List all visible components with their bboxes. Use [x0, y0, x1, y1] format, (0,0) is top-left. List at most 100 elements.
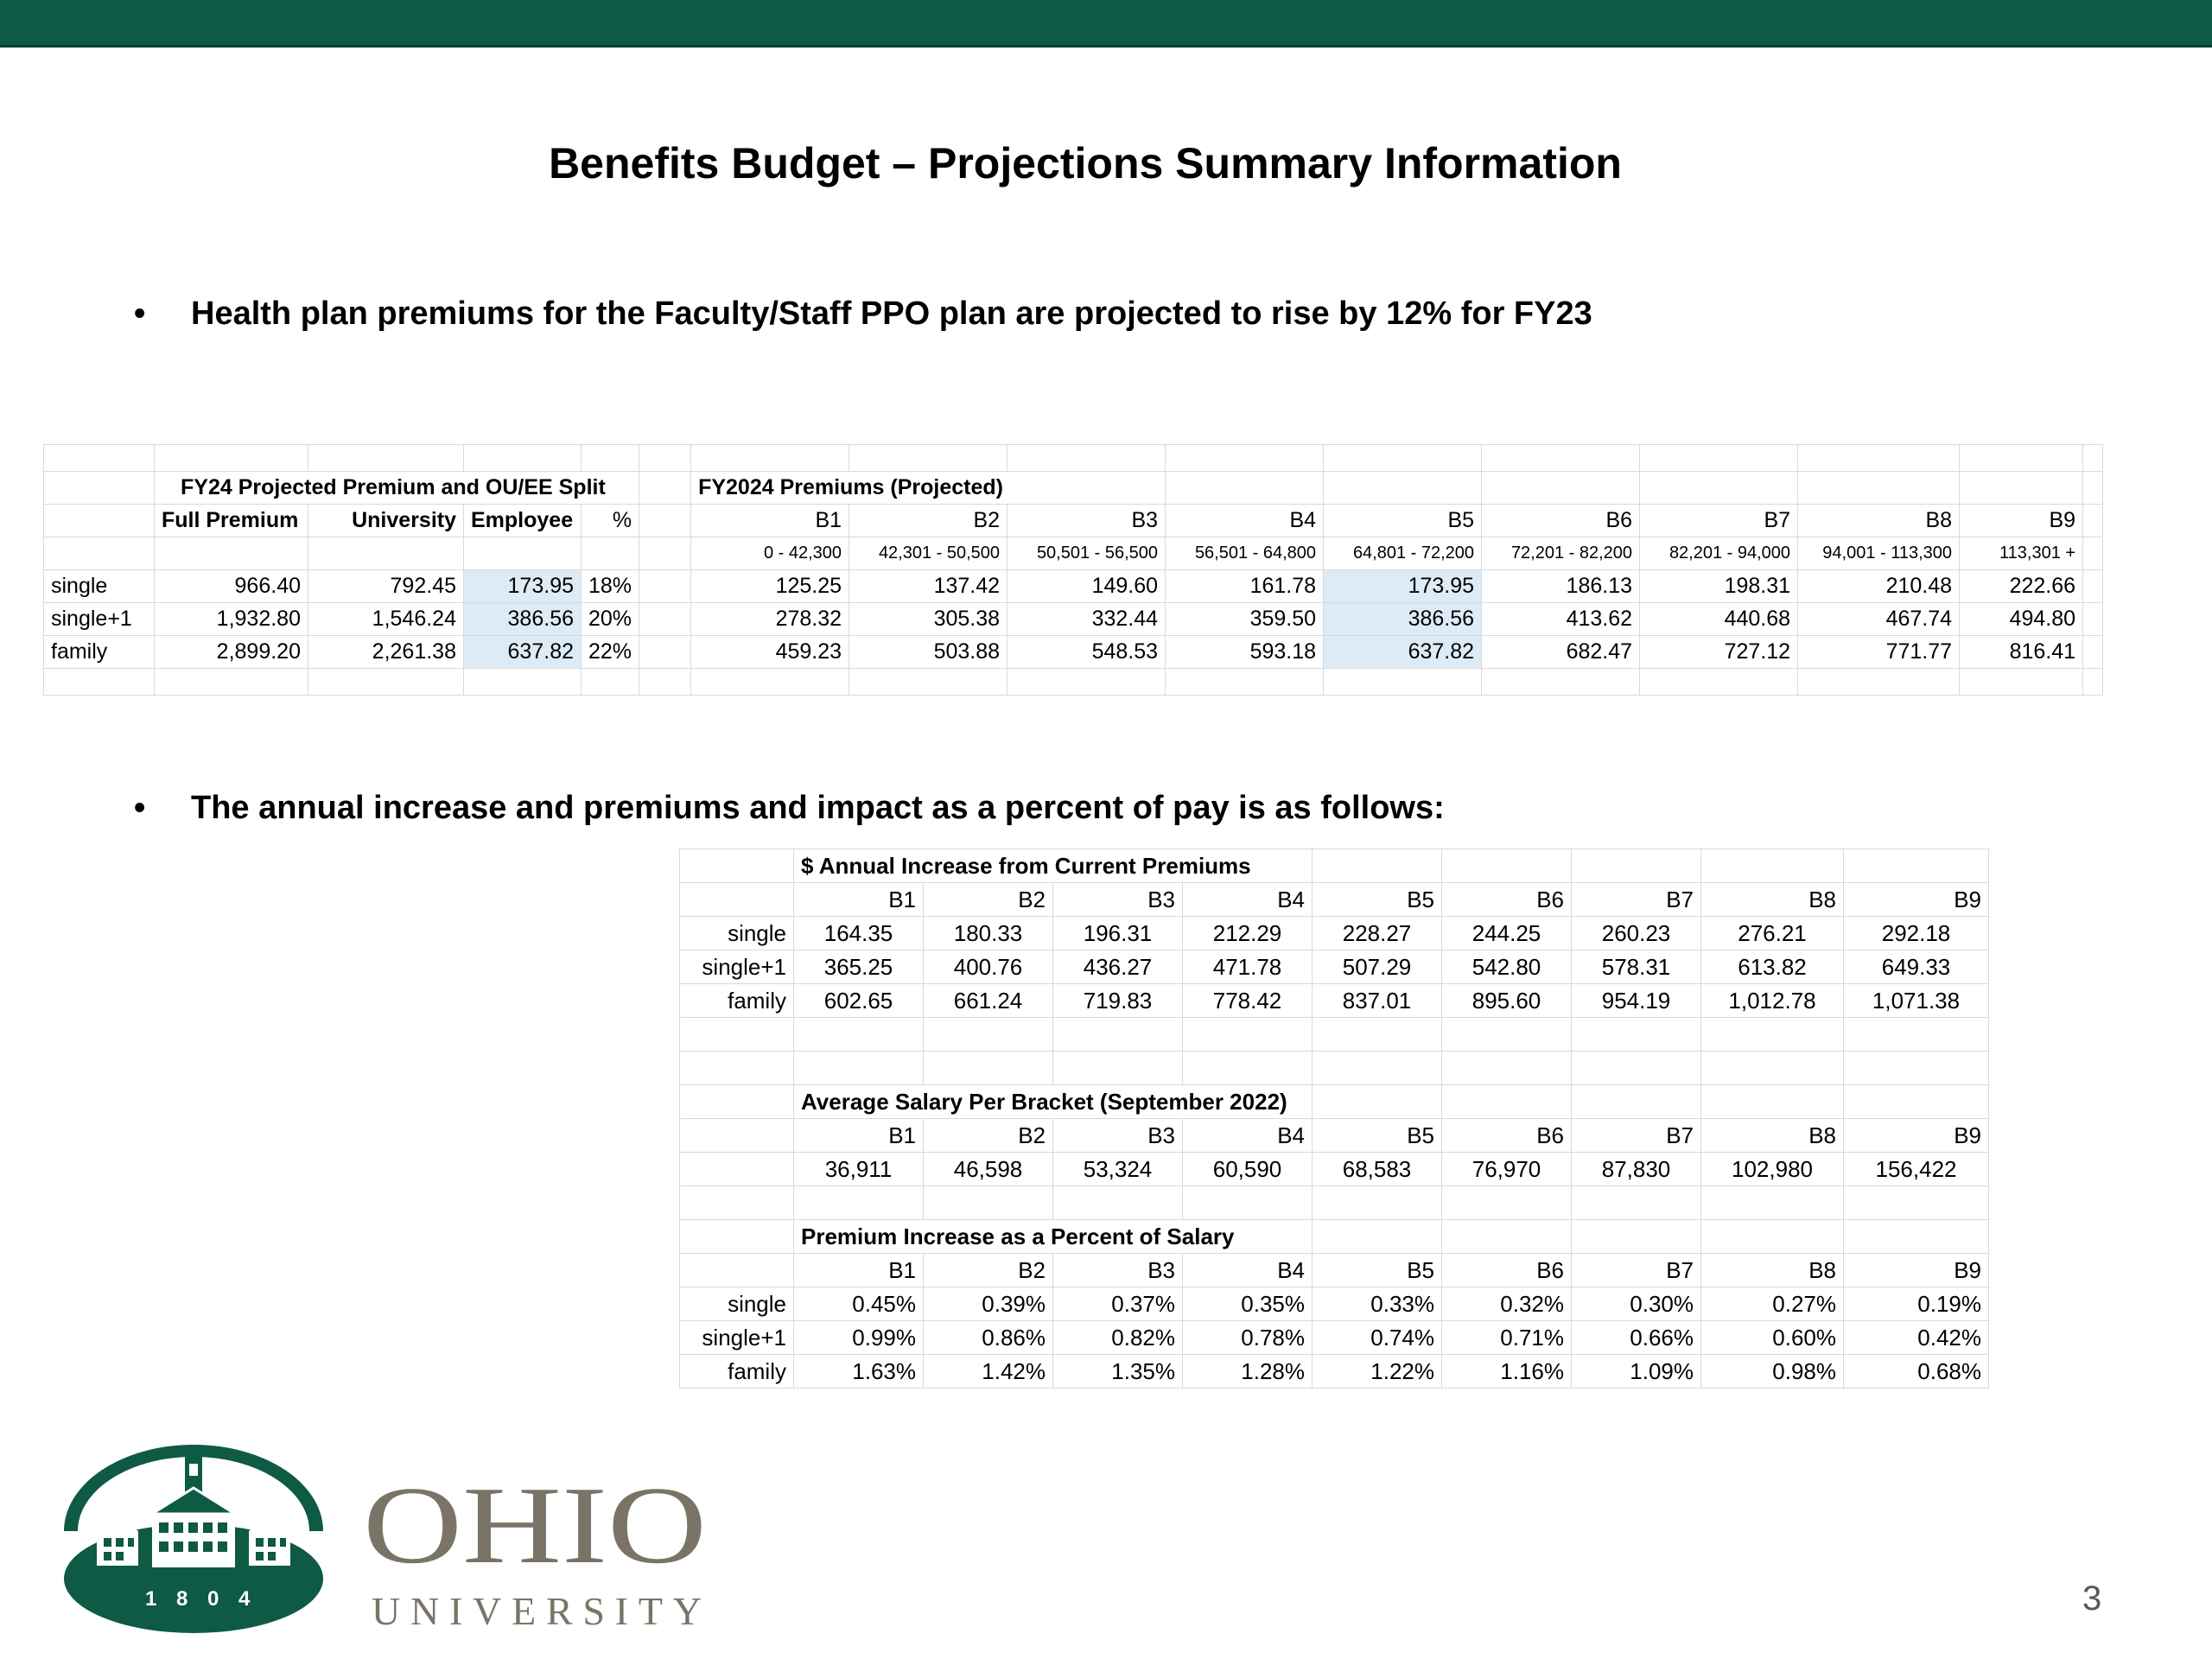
col-header-b2: B2: [923, 1253, 1053, 1287]
header-row: B1 B2 B3 B4 B5 B6 B7 B8 B9: [679, 1253, 1989, 1287]
col-header-b8: B8: [1797, 504, 1961, 537]
increase-cell-b7: 260.23: [1571, 916, 1701, 950]
premium-cell-b6: 682.47: [1481, 635, 1641, 669]
increase-cell-b8: 613.82: [1700, 950, 1844, 984]
seal-icon: 1 8 0 4: [64, 1445, 323, 1633]
full-premium-cell: 2,899.20: [154, 635, 308, 669]
blank-row: [679, 1185, 1989, 1220]
range-b7: 82,201 - 94,000: [1639, 537, 1799, 570]
increase-cell-b5: 507.29: [1312, 950, 1442, 984]
range-b3: 50,501 - 56,500: [1007, 537, 1166, 570]
col-header-b5: B5: [1323, 504, 1483, 537]
salary-range-row: 0 - 42,300 42,301 - 50,500 50,501 - 56,5…: [43, 537, 2104, 570]
premium-cell-b6: 186.13: [1481, 569, 1641, 603]
salary-cell-b3: 53,324: [1052, 1152, 1183, 1186]
range-b8: 94,001 - 113,300: [1797, 537, 1961, 570]
pct-cell-b9: 0.19%: [1843, 1287, 1989, 1321]
row-label: single: [679, 1287, 794, 1321]
pct-cell-b3: 0.37%: [1052, 1287, 1183, 1321]
increase-cell-b5: 837.01: [1312, 983, 1442, 1018]
pct-cell-b2: 0.39%: [923, 1287, 1053, 1321]
row-label: single+1: [679, 1320, 794, 1355]
average-salary-title: Average Salary Per Bracket (September 20…: [793, 1084, 1313, 1119]
col-header-employee: Employee: [463, 504, 582, 537]
increase-cell-b3: 196.31: [1052, 916, 1183, 950]
pct-cell-b8: 0.98%: [1700, 1354, 1844, 1389]
salary-cell-b6: 76,970: [1441, 1152, 1572, 1186]
pct-cell-b1: 1.63%: [793, 1354, 924, 1389]
col-header-b6: B6: [1481, 504, 1641, 537]
premium-cell-b5: 173.95: [1323, 569, 1483, 603]
col-header-b3: B3: [1052, 1118, 1183, 1153]
blank-row: [679, 1051, 1989, 1085]
col-header-b1: B1: [793, 882, 924, 917]
increase-cell-b1: 365.25: [793, 950, 924, 984]
pct-cell-b3: 1.35%: [1052, 1354, 1183, 1389]
salary-cell-b8: 102,980: [1700, 1152, 1844, 1186]
university-cell: 1,546.24: [308, 602, 464, 636]
col-header-b9: B9: [1843, 882, 1989, 917]
premium-cell-b5: 386.56: [1323, 602, 1483, 636]
annual-increase-title: $ Annual Increase from Current Premiums: [793, 849, 1313, 883]
year-digit: 4: [238, 1587, 251, 1611]
range-b6: 72,201 - 82,200: [1481, 537, 1641, 570]
col-header-b7: B7: [1571, 1118, 1701, 1153]
table-row-single: single 0.45% 0.39% 0.37% 0.35% 0.33% 0.3…: [679, 1287, 1989, 1321]
col-header-university: University: [308, 504, 464, 537]
pct-cell-b1: 0.45%: [793, 1287, 924, 1321]
increase-cell-b6: 895.60: [1441, 983, 1572, 1018]
university-cell: 792.45: [308, 569, 464, 603]
col-header-b2: B2: [849, 504, 1008, 537]
row-label: single+1: [43, 602, 155, 636]
increase-cell-b7: 954.19: [1571, 983, 1701, 1018]
pct-cell-b5: 0.74%: [1312, 1320, 1442, 1355]
col-header-b4: B4: [1182, 1253, 1313, 1287]
table-row-single-plus-1: single+1 0.99% 0.86% 0.82% 0.78% 0.74% 0…: [679, 1320, 1989, 1355]
premiums-section-title: FY2024 Premiums (Projected): [690, 471, 1166, 505]
blank-row: [43, 668, 2104, 696]
col-header-percent: %: [580, 504, 640, 537]
premium-cell-b4: 359.50: [1165, 602, 1325, 636]
increase-cell-b2: 180.33: [923, 916, 1053, 950]
section-title-row: Premium Increase as a Percent of Salary: [679, 1219, 1989, 1254]
col-header-b4: B4: [1182, 882, 1313, 917]
slide-title: Benefits Budget – Projections Summary In…: [549, 139, 1622, 188]
pct-cell-b5: 1.22%: [1312, 1354, 1442, 1389]
premium-cell-b8: 467.74: [1797, 602, 1961, 636]
col-header-b5: B5: [1312, 882, 1442, 917]
table-row-single-plus-1: single+1 1,932.80 1,546.24 386.56 20% 27…: [43, 602, 2104, 636]
premium-cell-b2: 137.42: [849, 569, 1008, 603]
pct-cell-b9: 0.68%: [1843, 1354, 1989, 1389]
salary-cell-b9: 156,422: [1843, 1152, 1989, 1186]
range-b9: 113,301 +: [1959, 537, 2084, 570]
blank-row: [43, 444, 2104, 472]
premium-cell-b8: 771.77: [1797, 635, 1961, 669]
pct-cell-b4: 0.78%: [1182, 1320, 1313, 1355]
header-row: Full Premium University Employee % B1 B2…: [43, 504, 2104, 537]
table-row-family: family 2,899.20 2,261.38 637.82 22% 459.…: [43, 635, 2104, 669]
col-header-b9: B9: [1959, 504, 2084, 537]
col-header-b6: B6: [1441, 1253, 1572, 1287]
percent-cell: 18%: [580, 569, 640, 603]
pct-cell-b7: 0.66%: [1571, 1320, 1701, 1355]
col-header-b5: B5: [1312, 1118, 1442, 1153]
bullet-text: The annual increase and premiums and imp…: [191, 790, 1445, 826]
employee-cell: 386.56: [463, 602, 582, 636]
pct-cell-b5: 0.33%: [1312, 1287, 1442, 1321]
pct-cell-b8: 0.60%: [1700, 1320, 1844, 1355]
increase-cell-b6: 244.25: [1441, 916, 1572, 950]
percent-cell: 22%: [580, 635, 640, 669]
pct-cell-b3: 0.82%: [1052, 1320, 1183, 1355]
year-digit: 1: [145, 1587, 156, 1611]
pct-cell-b9: 0.42%: [1843, 1320, 1989, 1355]
year-digit: 0: [207, 1587, 219, 1611]
increase-cell-b9: 292.18: [1843, 916, 1989, 950]
row-label: family: [43, 635, 155, 669]
pct-cell-b4: 0.35%: [1182, 1287, 1313, 1321]
increase-cell-b3: 719.83: [1052, 983, 1183, 1018]
range-b1: 0 - 42,300: [690, 537, 850, 570]
premium-cell-b1: 125.25: [690, 569, 850, 603]
employee-cell: 637.82: [463, 635, 582, 669]
full-premium-cell: 966.40: [154, 569, 308, 603]
pct-cell-b6: 0.32%: [1441, 1287, 1572, 1321]
